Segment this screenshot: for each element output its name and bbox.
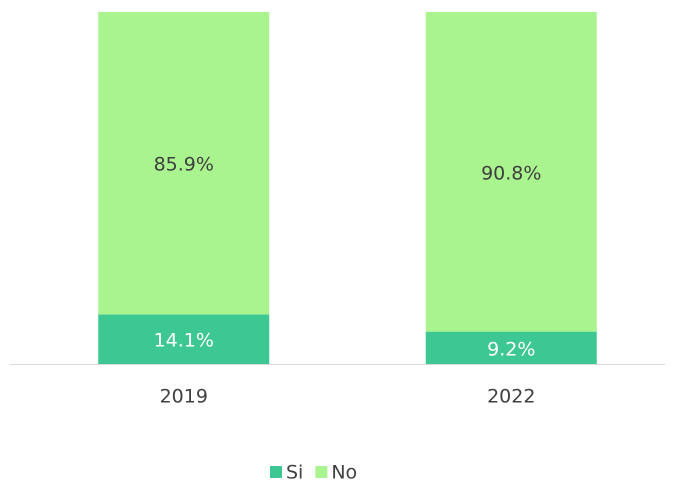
legend-swatch bbox=[270, 466, 282, 478]
bar-segment bbox=[425, 12, 597, 332]
data-label: 14.1% bbox=[154, 330, 214, 352]
legend-label: Si bbox=[286, 462, 303, 482]
x-tick-label: 2019 bbox=[160, 386, 208, 408]
legend-label: No bbox=[331, 462, 357, 482]
x-tick-label: 2022 bbox=[487, 386, 535, 408]
bar-segment bbox=[98, 12, 270, 315]
data-label: 85.9% bbox=[154, 154, 214, 176]
legend-swatch bbox=[315, 466, 328, 478]
bar-segment bbox=[425, 331, 597, 364]
data-label: 90.8% bbox=[481, 162, 541, 184]
data-label: 9.2% bbox=[487, 338, 535, 360]
bar-segment bbox=[98, 314, 270, 364]
